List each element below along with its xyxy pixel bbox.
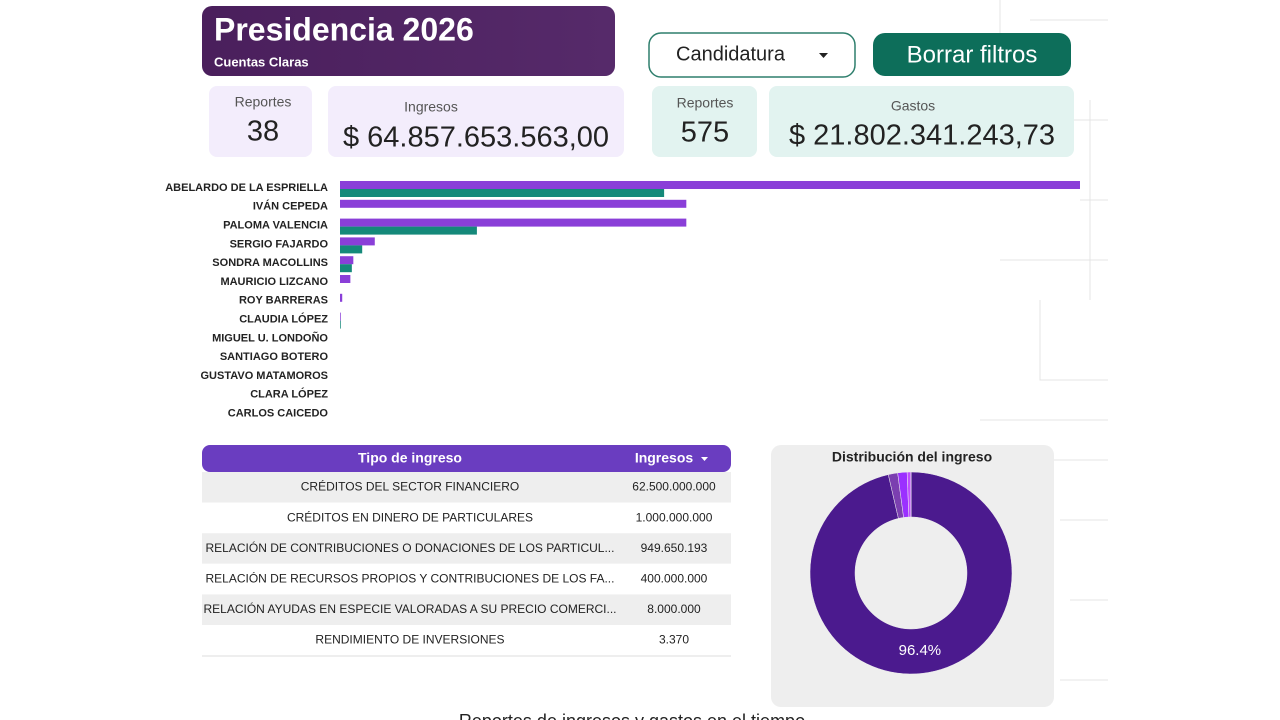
section-title: Reportes de ingresos y gastos en el tiem… bbox=[459, 711, 805, 720]
bar bbox=[340, 312, 341, 321]
table-row bbox=[202, 472, 731, 503]
table-header bbox=[202, 445, 731, 472]
category-label: MIGUEL U. LONDOÑO bbox=[212, 331, 328, 344]
category-label: CARLOS CAICEDO bbox=[228, 408, 329, 420]
card-value: 575 bbox=[681, 117, 729, 149]
table-cell: RELACIÓN DE CONTRIBUCIONES O DONACIONES … bbox=[206, 540, 615, 555]
donut-title: Distribución del ingreso bbox=[832, 449, 992, 465]
table-row bbox=[202, 533, 731, 564]
table-row bbox=[202, 502, 731, 534]
table-row bbox=[202, 625, 731, 656]
bar bbox=[340, 320, 341, 329]
table-cell: 62.500.000.000 bbox=[632, 480, 716, 494]
table-cell: 8.000.000 bbox=[647, 602, 701, 616]
category-label: CLAUDIA LÓPEZ bbox=[239, 313, 328, 326]
category-label: ROY BARRERAS bbox=[239, 295, 328, 307]
reset-button-label[interactable]: Borrar filtros bbox=[907, 41, 1038, 68]
card-value: $ 21.802.341.243,73 bbox=[789, 120, 1055, 152]
bar bbox=[340, 199, 687, 208]
table-row bbox=[202, 563, 731, 595]
bar bbox=[340, 293, 343, 302]
card-value: $ 64.857.653.563,00 bbox=[343, 122, 609, 154]
bar bbox=[340, 226, 477, 235]
bar bbox=[340, 245, 363, 254]
table-cell: RENDIMIENTO DE INVERSIONES bbox=[315, 633, 504, 647]
card-label: Reportes bbox=[235, 94, 292, 110]
title: Presidencia 2026 bbox=[214, 11, 474, 47]
card bbox=[652, 86, 757, 157]
title-box bbox=[202, 6, 615, 76]
table-row bbox=[202, 594, 731, 625]
category-label: SERGIO FAJARDO bbox=[230, 238, 329, 250]
bar bbox=[340, 256, 354, 265]
table-cell: CRÉDITOS EN DINERO DE PARTICULARES bbox=[287, 509, 533, 524]
card bbox=[328, 86, 624, 157]
card-value: 38 bbox=[247, 116, 279, 148]
table-cell: 3.370 bbox=[659, 633, 689, 647]
circuit-decoration bbox=[980, 0, 1108, 681]
donut-label: 96.4% bbox=[899, 642, 942, 659]
category-label: SONDRA MACOLLINS bbox=[212, 257, 328, 269]
category-label: GUSTAVO MATAMOROS bbox=[200, 370, 328, 382]
category-label: PALOMA VALENCIA bbox=[223, 220, 328, 232]
category-label: CLARA LÓPEZ bbox=[250, 388, 328, 401]
category-label: MAURICIO LIZCANO bbox=[220, 276, 328, 288]
subtitle: Cuentas Claras bbox=[214, 54, 309, 69]
category-label: SANTIAGO BOTERO bbox=[220, 351, 329, 363]
bar bbox=[340, 275, 351, 283]
bar bbox=[340, 181, 1080, 189]
category-label: IVÁN CEPEDA bbox=[253, 200, 328, 213]
sort-caret bbox=[701, 457, 708, 461]
table-cell: RELACIÓN AYUDAS EN ESPECIE VALORADAS A S… bbox=[204, 601, 617, 616]
table-cell: 949.650.193 bbox=[641, 541, 708, 555]
table-cell: CRÉDITOS DEL SECTOR FINANCIERO bbox=[301, 479, 519, 494]
card bbox=[769, 86, 1074, 157]
card-label: Reportes bbox=[677, 95, 734, 111]
bar bbox=[340, 218, 687, 227]
table-header-cell: Tipo de ingreso bbox=[358, 450, 462, 466]
category-label: ABELARDO DE LA ESPRIELLA bbox=[165, 182, 328, 194]
donut-slice bbox=[809, 471, 1013, 675]
bar bbox=[340, 189, 665, 197]
card-label: Ingresos bbox=[404, 99, 458, 115]
card-label: Gastos bbox=[891, 98, 935, 114]
table-cell: 400.000.000 bbox=[641, 571, 708, 585]
dropdown[interactable] bbox=[648, 32, 856, 78]
table-cell: RELACIÓN DE RECURSOS PROPIOS Y CONTRIBUC… bbox=[206, 570, 615, 585]
bar bbox=[340, 264, 352, 273]
reset-button[interactable] bbox=[873, 33, 1071, 76]
dropdown-label[interactable]: Candidatura bbox=[676, 43, 786, 65]
dropdown-caret bbox=[819, 53, 828, 58]
table-header-cell[interactable]: Ingresos bbox=[635, 450, 694, 466]
table-cell: 1.000.000.000 bbox=[636, 510, 713, 524]
card bbox=[209, 86, 312, 157]
bar bbox=[340, 237, 375, 246]
